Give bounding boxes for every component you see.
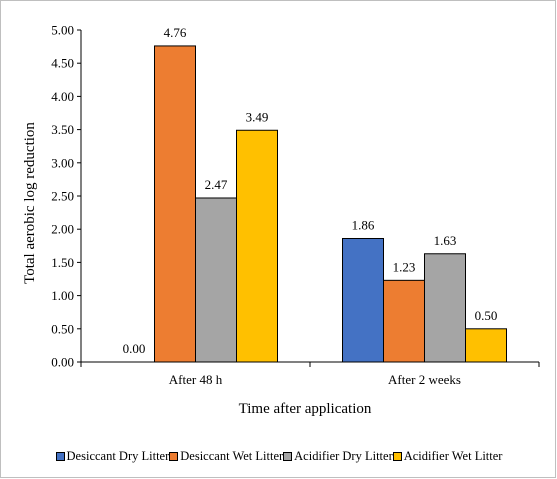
data-label: 4.76: [164, 25, 187, 40]
bar: [465, 328, 507, 363]
x-tick-label: After 2 weeks: [388, 372, 461, 387]
data-label: 0.50: [475, 308, 498, 323]
bar-chart: 0.00 0.50 1.00 1.50 2.00 2.50 3.00 3.50 4.00 4.50…: [22, 23, 540, 417]
y-tick-label: 3.50: [51, 122, 74, 137]
y-tick-label: 1.50: [51, 255, 74, 270]
x-axis-title: Time after application: [239, 401, 372, 417]
x-tick-label: After 48 h: [169, 372, 223, 387]
y-tick-label: 0.00: [51, 355, 74, 370]
data-labels: 0.00 4.76 2.47 3.49 1.86 1.23 1.63 0.50: [123, 25, 498, 356]
y-tick-label: 4.50: [51, 56, 74, 71]
legend-label: Desiccant Dry Litter: [66, 449, 170, 463]
legend-item: Desiccant Wet Litter: [169, 449, 283, 464]
legend-swatch: [283, 452, 293, 461]
legend-item: Desiccant Dry Litter: [55, 449, 170, 464]
y-tick-label: 1.00: [51, 288, 74, 303]
bar: [424, 253, 466, 363]
y-tick-label: 2.00: [51, 222, 74, 237]
bar: [383, 279, 425, 363]
bar: [195, 197, 237, 363]
data-label: 1.63: [434, 233, 457, 248]
data-label: 1.86: [352, 217, 375, 232]
chart-legend: Desiccant Dry Litter Desiccant Wet Litter…: [1, 449, 557, 464]
y-tick-label: 3.00: [51, 155, 74, 170]
y-axis-title: Total aerobic log reduction: [22, 122, 38, 284]
bar: [236, 129, 278, 363]
y-tick-label: 5.00: [51, 23, 74, 38]
bar: [154, 45, 196, 363]
y-tick-label: 0.50: [51, 321, 74, 336]
legend-label: Acidifier Wet Litter: [403, 449, 503, 463]
legend-item: Acidifier Wet Litter: [392, 449, 503, 464]
legend-item: Acidifier Dry Litter: [283, 449, 393, 464]
legend-label: Acidifier Dry Litter: [294, 449, 393, 463]
y-tick-label: 4.00: [51, 89, 74, 104]
bar: [342, 237, 384, 363]
legend-label: Desiccant Wet Litter: [180, 449, 284, 463]
legend-swatch: [392, 452, 402, 461]
data-label: 1.23: [393, 259, 416, 274]
legend-swatch: [55, 452, 65, 461]
x-axis-ticks: After 48 h After 2 weeks: [80, 362, 540, 387]
data-label: 2.47: [205, 177, 228, 192]
bars: [154, 45, 507, 363]
data-label: 3.49: [246, 109, 269, 124]
y-tick-label: 2.50: [51, 189, 74, 204]
legend-swatch: [169, 452, 179, 461]
y-axis-ticks: 0.00 0.50 1.00 1.50 2.00 2.50 3.00 3.50 4.00 4.50…: [51, 23, 81, 370]
data-label: 0.00: [123, 341, 146, 356]
